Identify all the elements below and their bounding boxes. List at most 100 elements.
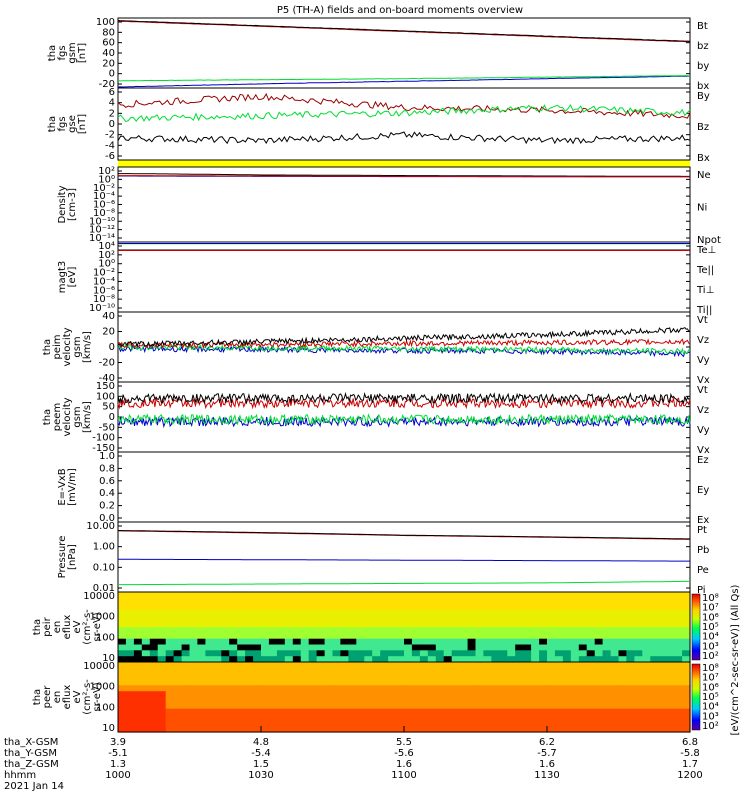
spectrogram-cell [578,603,588,611]
spectrogram-cell [284,632,294,640]
spectrogram-cell [189,656,198,663]
spectrogram-cell [658,702,667,710]
spectrogram-cell [118,708,127,716]
spectrogram-cell [634,592,643,599]
spectrogram-cell [682,702,691,710]
spectrogram-cell [253,656,262,663]
colorbar-label: [eV/(cm^2-sec-sr-eV)] (All Qs) [730,584,741,735]
colorbar-tick: 10⁵ [702,622,719,633]
spectrogram-cell [626,597,635,605]
spectrogram-cell [332,644,341,651]
spectrogram-cell [554,656,564,663]
spectrogram-cell [141,673,151,681]
spectrogram-cell [197,720,206,727]
y-label-line: E=-VxB [57,468,68,505]
spectrogram-cell [284,621,294,628]
spectrogram-cell [181,662,191,669]
spectrogram-cell [133,627,143,634]
spectrogram-cell [650,679,659,686]
spectrogram-cell [531,627,540,634]
spectrogram-cell [237,714,246,721]
series-pe [117,580,690,586]
spectrogram-cell [396,627,405,634]
spectrogram-cell [658,609,667,616]
spectrogram-cell [229,592,238,599]
spectrogram-cell [261,685,270,692]
spectrogram-cell [666,726,675,733]
spectrogram-cell [650,650,659,657]
spectrogram-cell [316,720,326,727]
spectrogram-cell [443,632,453,640]
spectrogram-cell [396,726,405,733]
legend-label: Vx [697,445,710,456]
spectrogram-cell [642,650,651,657]
y-label-line: gsm [72,336,83,357]
spectrogram-cell [340,679,349,686]
spectrogram-cell [523,702,532,710]
spectrogram-cell [499,615,508,622]
spectrogram-cell [666,603,675,611]
spectrogram-cell [658,656,667,663]
spectrogram-cell [197,632,206,640]
spectrogram-cell [467,714,477,721]
spectrogram-cell [499,714,508,721]
spectrogram-cell [324,673,334,681]
y-tick-label: 10000 [83,661,115,672]
spectrogram-cell [658,644,667,651]
spectrogram-cell [634,720,643,727]
spectrogram-cell [292,650,302,657]
spectrogram-cell [356,644,365,651]
spectrogram-cell [173,615,183,622]
spectrogram-cell [284,650,294,657]
spectrogram-cell [324,609,334,616]
spectrogram-cell [229,644,238,651]
spectrogram-cell [364,609,373,616]
spectrogram-cell [594,597,604,605]
spectrogram-cell [586,708,596,716]
spectrogram-cell [245,697,254,704]
spectrogram-cell [340,644,349,651]
spectrogram-cell [578,597,588,605]
spectrogram-cell [197,726,206,733]
spectrogram-cell [292,656,302,663]
y-tick-label: 80 [102,27,115,38]
spectrogram-cell [658,679,667,686]
spectrogram-cell [443,638,453,646]
spectrogram-cell [419,667,429,675]
spectrogram-cell [268,702,278,710]
spectrogram-cell [340,627,349,634]
spectrogram-cell [467,621,477,628]
spectrogram-cell [268,615,278,622]
spectrogram-cell [181,621,191,628]
spectrogram-cell [332,702,341,710]
spectrogram-cell [459,603,469,611]
colorbar-tick: 10⁶ [702,612,719,623]
spectrogram-cell [610,702,620,710]
spectrogram-cell [626,656,635,663]
spectrogram-cell [372,720,381,727]
z-gsm-label: 1.6 [539,759,555,770]
legend-label: Ti|| [696,305,712,316]
spectrogram-cell [308,592,318,599]
spectrogram-cell [491,627,500,634]
spectrogram-cell [523,697,532,704]
spectrogram-cell [125,702,135,710]
spectrogram-cell [253,679,262,686]
spectrogram-cell [499,592,508,599]
spectrogram-cell [475,597,484,605]
spectrogram-cell [396,592,405,599]
y-tick-label: 2 [109,108,115,119]
spectrogram-cell [554,644,564,651]
spectrogram-cell [316,615,326,622]
spectrogram-cell [674,708,683,716]
spectrogram-cell [268,708,278,716]
spectrogram-cell [284,691,294,698]
spectrogram-cell [507,597,516,605]
legend-label: bz [697,41,709,52]
y-label-line: Pressure [57,536,68,579]
spectrogram-cell [308,609,318,616]
spectrogram-cell [642,656,651,663]
spectrogram-cell [157,597,167,605]
spectrogram-cell [658,597,667,605]
spectrogram-cell [475,720,484,727]
